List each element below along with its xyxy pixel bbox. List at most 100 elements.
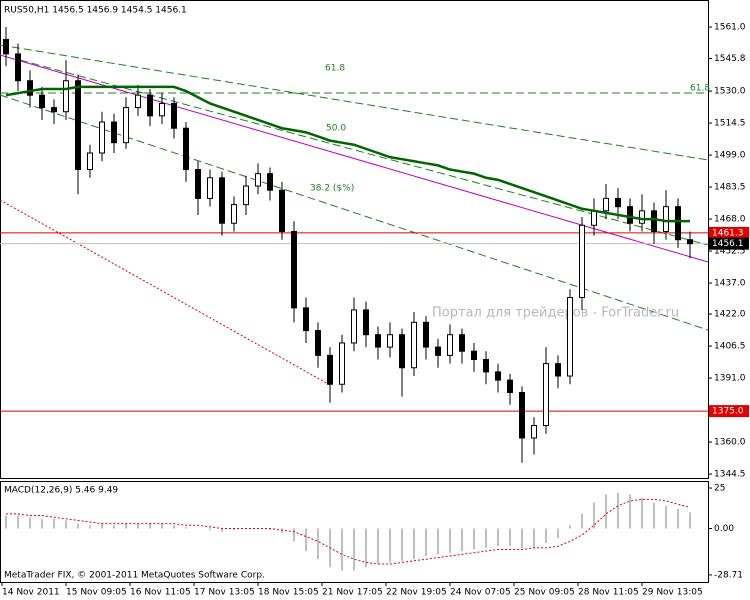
candle-body [207, 177, 213, 199]
y-tick-label: 1406.5 [714, 342, 746, 352]
macd-bar [461, 528, 463, 552]
x-tick-label: 28 Nov 11:05 [578, 588, 639, 598]
candle-body [483, 358, 489, 373]
y-tick-label: 25 [714, 484, 725, 494]
macd-bar [389, 528, 391, 563]
macd-bar [689, 512, 691, 529]
macd-bar [125, 523, 127, 529]
price-label: 1461.3 [712, 228, 744, 238]
macd-bar [473, 528, 475, 550]
candle-body [147, 94, 153, 117]
macd-bar [209, 528, 211, 531]
candle-body [615, 197, 621, 208]
candle-body [3, 38, 9, 55]
candle-body [111, 121, 117, 144]
y-tick-label: 1422.0 [714, 310, 746, 320]
macd-bar [605, 494, 607, 529]
candle-body [387, 334, 393, 348]
candle-body [291, 230, 297, 309]
macd-bar [557, 528, 559, 539]
candle-body [135, 94, 141, 109]
macd-bar [629, 494, 631, 529]
candle-body [159, 102, 165, 117]
x-tick-label: 16 Nov 11:05 [130, 588, 191, 598]
candle-body [51, 107, 57, 113]
candle-body [495, 371, 501, 381]
macd-bar [77, 523, 79, 529]
macd-bar [281, 528, 283, 534]
macd-bar [29, 517, 31, 529]
candle-body [519, 392, 525, 439]
candle-body [15, 53, 21, 82]
candle-body [279, 189, 285, 232]
fib-label: 50.0 [326, 124, 346, 134]
moving-average [5, 85, 690, 223]
y-tick-label: 1344.5 [714, 470, 746, 480]
y-tick-label: 1391.0 [714, 374, 746, 384]
macd-bar [137, 523, 139, 529]
y-tick-label: 1452.5 [714, 247, 746, 257]
candle-body [183, 127, 189, 171]
candle-body [675, 206, 681, 241]
bid-label-box [709, 237, 749, 250]
candle-body [471, 350, 477, 360]
candle-body [591, 210, 597, 226]
macd-title: MACD(12,26,9) 5.46 9.49 [4, 486, 118, 496]
candle-body [243, 185, 249, 206]
macd-bar [149, 523, 151, 529]
macd-bar [425, 528, 427, 556]
macd-bar [485, 528, 487, 548]
main-frame [0, 0, 709, 479]
y-tick-label: 1483.5 [714, 183, 746, 193]
candle-body [99, 121, 105, 154]
candle-body [687, 239, 693, 245]
x-tick-label: 18 Nov 15:05 [258, 588, 319, 598]
macd-bar [641, 497, 643, 529]
candle-body [531, 425, 537, 439]
macd-bar [377, 528, 379, 565]
macd-bar [581, 513, 583, 529]
candle-body [459, 334, 465, 352]
macd-bar [269, 528, 271, 531]
macd-bar [41, 518, 43, 529]
macd-bar [305, 528, 307, 552]
candle-body [567, 297, 573, 377]
macd-bar [5, 515, 7, 529]
x-tick-label: 29 Nov 13:05 [642, 588, 703, 598]
candle-body [63, 80, 69, 113]
macd-bar [173, 525, 175, 529]
macd-bar [161, 523, 163, 529]
candle-body [663, 206, 669, 232]
macd-bar [653, 502, 655, 529]
candle-body [39, 94, 45, 109]
candle-body [375, 334, 381, 348]
macd-bar [293, 528, 295, 542]
candle-body [543, 363, 549, 427]
macd-bar [365, 528, 367, 568]
x-tick-label: 21 Nov 17:05 [322, 588, 383, 598]
macd-bar [101, 523, 103, 529]
candle-body [123, 107, 129, 144]
y-tick-label: 1468.0 [714, 215, 746, 225]
macd-bar [113, 525, 115, 529]
y-tick-label: 1530.0 [714, 87, 746, 97]
x-tick-label: 17 Nov 13:05 [194, 588, 255, 598]
watermark: Портал для трейдеров - ForTrader.ru [432, 306, 679, 321]
x-tick-label: 22 Nov 19:05 [386, 588, 447, 598]
macd-bar [593, 502, 595, 529]
candle-body [171, 102, 177, 129]
candle-body [267, 173, 273, 191]
y-tick-label: 1437.0 [714, 279, 746, 289]
macd-bar [341, 528, 343, 571]
candle-body [435, 346, 441, 356]
y-tick-label: 1545.8 [714, 54, 746, 64]
candle-body [423, 321, 429, 348]
macd-bar [221, 528, 223, 532]
candle-body [327, 354, 333, 385]
macd-bar [509, 528, 511, 547]
candle-body [219, 177, 225, 224]
fib-label: 38.2 ($%) [310, 184, 354, 194]
footer: MetaTrader FIX, © 2001-2011 MetaQuotes S… [4, 571, 265, 581]
